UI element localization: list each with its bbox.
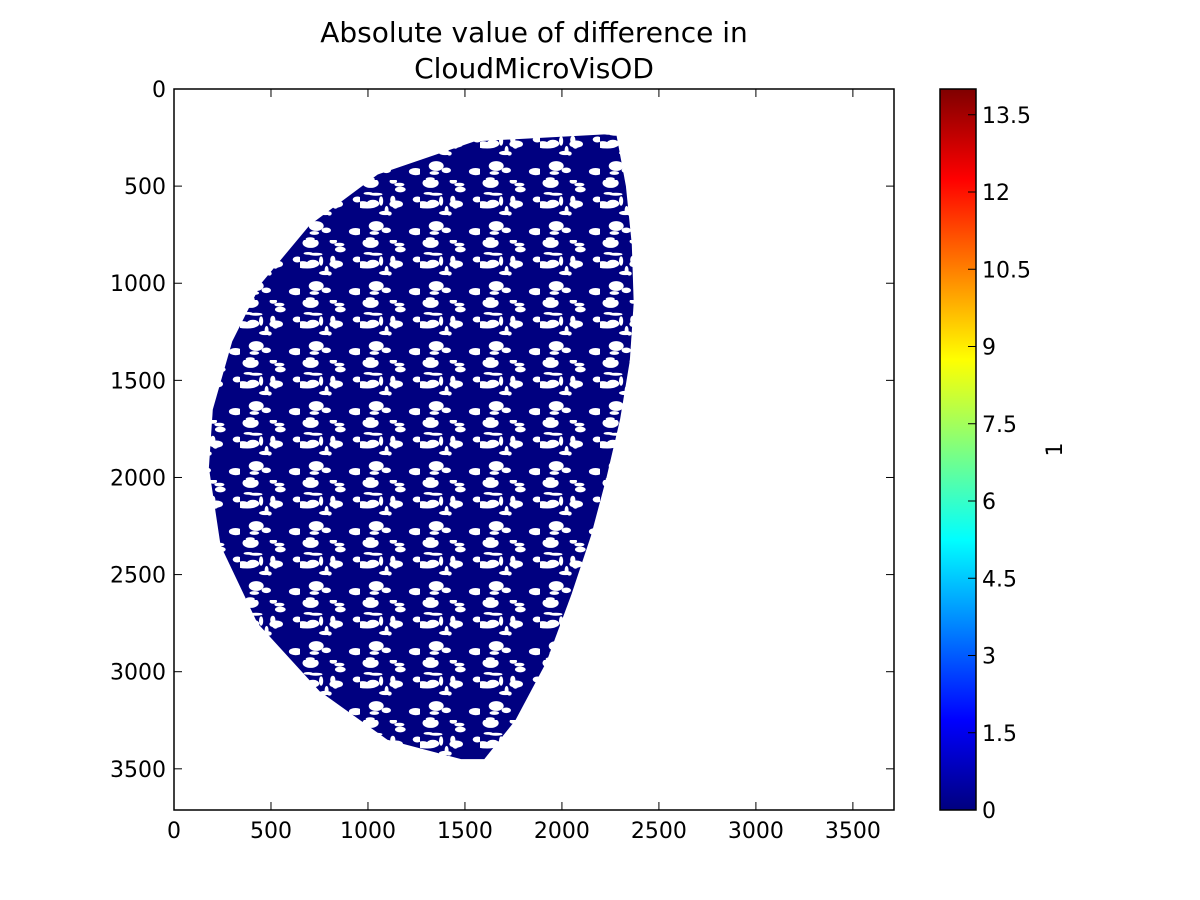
- chart-title-line-2: CloudMicroVisOD: [414, 52, 654, 85]
- y-tick-label: 1500: [110, 369, 166, 394]
- x-tick-label: 1000: [340, 819, 396, 844]
- colorbar-tick-label: 9: [982, 336, 996, 361]
- y-tick-label: 3500: [110, 758, 166, 783]
- colorbar: [939, 88, 977, 811]
- colorbar-tick-label: 7.5: [982, 413, 1017, 438]
- y-tick-label: 500: [124, 175, 166, 200]
- colorbar-tick-label: 10.5: [982, 258, 1031, 283]
- x-tick-label: 3000: [728, 819, 784, 844]
- colorbar-tick-label: 6: [982, 490, 996, 515]
- x-tick-label: 0: [167, 819, 181, 844]
- x-tick-label: 1500: [437, 819, 493, 844]
- x-tick-label: 2500: [631, 819, 687, 844]
- colorbar-tick-label: 12: [982, 181, 1010, 206]
- chart-title-line-1: Absolute value of difference in: [320, 16, 748, 49]
- y-tick-label: 3000: [110, 661, 166, 686]
- colorbar-tick-label: 0: [982, 799, 996, 824]
- data-region: [208, 133, 634, 760]
- colorbar-tick-label: 4.5: [982, 567, 1017, 592]
- y-tick-label: 2500: [110, 564, 166, 589]
- colorbar-tick-label: 13.5: [982, 104, 1031, 129]
- x-tick-label: 2000: [534, 819, 590, 844]
- colorbar-tick-label: 3: [982, 645, 996, 670]
- y-tick-label: 1000: [110, 272, 166, 297]
- colorbar-tick-label: 1.5: [982, 722, 1017, 747]
- x-tick-label: 3500: [825, 819, 881, 844]
- y-tick-label: 0: [152, 78, 166, 103]
- plot-frame: [173, 88, 895, 811]
- y-tick-label: 2000: [110, 466, 166, 491]
- colorbar-label: 1: [1043, 443, 1068, 457]
- x-tick-label: 500: [250, 819, 292, 844]
